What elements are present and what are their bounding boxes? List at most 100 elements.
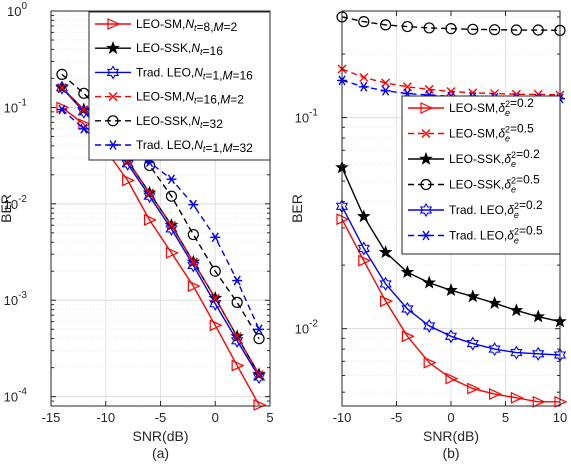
legend-entry: LEO-SSK,δe2=0.5 — [408, 173, 540, 195]
legend-text: =16 — [232, 68, 253, 82]
legend-text: 2 — [505, 99, 510, 109]
data-point — [210, 232, 221, 243]
legend-text: M — [220, 93, 230, 107]
legend-text: =0.5 — [516, 173, 540, 187]
data-point — [446, 86, 456, 96]
legend-text: N — [191, 41, 200, 55]
y-tick-exponent: 0 — [21, 1, 27, 12]
data-point — [510, 345, 523, 360]
legend-text: e — [505, 134, 510, 144]
legend-text: M — [222, 141, 232, 155]
data-point — [55, 80, 69, 95]
data-point — [253, 333, 265, 345]
legend-entry: LEO-SM,Nt=16,M=2 — [95, 90, 244, 107]
y-tick-exponent: -1 — [309, 108, 318, 119]
x-tick-label: -10 — [333, 410, 352, 425]
data-point — [465, 289, 480, 303]
legend-text: =0.5 — [519, 224, 543, 238]
legend-text: e — [514, 210, 519, 220]
x-tick-label: -5 — [155, 410, 167, 425]
panel-label: (a) — [152, 445, 169, 461]
legend-label: LEO-SM,δe2=0.2 — [449, 96, 534, 118]
data-point — [209, 319, 223, 332]
data-point — [423, 318, 436, 334]
legend-label: LEO-SM,Nt=16,M=2 — [136, 90, 244, 107]
data-point — [79, 105, 89, 115]
data-point — [165, 190, 178, 202]
data-point — [165, 246, 179, 259]
y-tick-label: 10-4 — [4, 387, 28, 405]
legend-text: M — [222, 68, 232, 82]
legend-text: 2 — [514, 227, 519, 237]
y-tick-label: 10-1 — [4, 97, 28, 115]
series-line — [341, 205, 561, 356]
legend-label: LEO-SSK,Nt=32 — [136, 114, 223, 131]
data-point — [231, 296, 243, 308]
data-point — [380, 295, 394, 308]
x-tick-label: -10 — [96, 410, 115, 425]
series-4 — [57, 83, 264, 379]
x-tick-label: 5 — [502, 410, 509, 425]
legend-text: t — [200, 120, 203, 130]
y-axis-label: BER — [0, 194, 14, 223]
legend-text: =32 — [232, 141, 253, 155]
legend-text: =1, — [205, 141, 222, 155]
data-point — [444, 283, 458, 297]
legend-text: =8, — [197, 20, 214, 34]
legend-marker — [106, 65, 120, 80]
data-point — [187, 258, 200, 273]
legend-text: =0.2 — [510, 96, 534, 110]
series-line — [61, 87, 260, 375]
series-3 — [335, 160, 567, 328]
y-tick-base: 10 — [295, 111, 309, 126]
data-point — [210, 293, 220, 303]
legend-text: LEO-SM, — [136, 17, 185, 31]
legend-entry: LEO-SSK,Nt=16 — [95, 41, 223, 58]
data-point — [510, 391, 524, 404]
data-point — [401, 330, 415, 343]
data-point — [489, 24, 501, 36]
legend-text: δ — [504, 178, 511, 192]
data-point — [78, 123, 89, 134]
legend-marker — [421, 230, 431, 241]
data-point — [423, 356, 437, 369]
legend-text: N — [185, 90, 194, 104]
legend-marker — [420, 102, 434, 114]
legend-marker — [107, 115, 119, 127]
legend-label: LEO-SSK,Nt=16 — [136, 41, 223, 58]
legend-marker — [108, 140, 118, 150]
data-point — [358, 254, 372, 267]
legend-label: Trad. LEO,Nt=1,M=16 — [136, 65, 253, 82]
legend-label: LEO-SM,δe2=0.5 — [449, 122, 534, 144]
legend-text: 2 — [505, 125, 510, 135]
legend-marker — [106, 41, 120, 54]
data-point — [145, 188, 155, 198]
legend-text: e — [505, 108, 510, 118]
x-axis-label: SNR(dB) — [132, 428, 188, 444]
data-point — [209, 265, 221, 277]
y-tick-base: 10 — [7, 4, 21, 19]
legend-text: =32 — [203, 117, 224, 131]
y-tick-base: 10 — [4, 197, 18, 212]
legend-entry: LEO-SM,Nt=8,M=2 — [95, 17, 238, 34]
legend-text: Trad. LEO, — [136, 138, 194, 152]
data-point — [423, 22, 435, 34]
data-point — [232, 332, 242, 342]
legend-entry: Trad. LEO,Nt=1,M=32 — [95, 138, 253, 155]
legend-entry: LEO-SSK,Nt=32 — [95, 114, 223, 131]
legend-text: =0.5 — [510, 122, 534, 136]
series-line — [341, 16, 561, 32]
data-point — [400, 265, 415, 279]
legend-text: N — [191, 114, 200, 128]
chart-panel-a: -15 -10 -5 0 510-410-310-210-1100SNR(dB)BER(… — [0, 1, 274, 461]
legend-label: LEO-SSK,δe2=0.5 — [449, 173, 540, 195]
legend-text: e — [511, 185, 516, 195]
legend-entry: LEO-SM,δe2=0.2 — [408, 96, 534, 118]
data-point — [532, 24, 544, 36]
legend-text: LEO-SM, — [136, 90, 185, 104]
legend-text: =2 — [224, 20, 238, 34]
data-point — [359, 72, 369, 82]
legend-text: N — [194, 138, 203, 152]
legend-text: =1, — [205, 68, 222, 82]
data-point — [56, 104, 67, 115]
